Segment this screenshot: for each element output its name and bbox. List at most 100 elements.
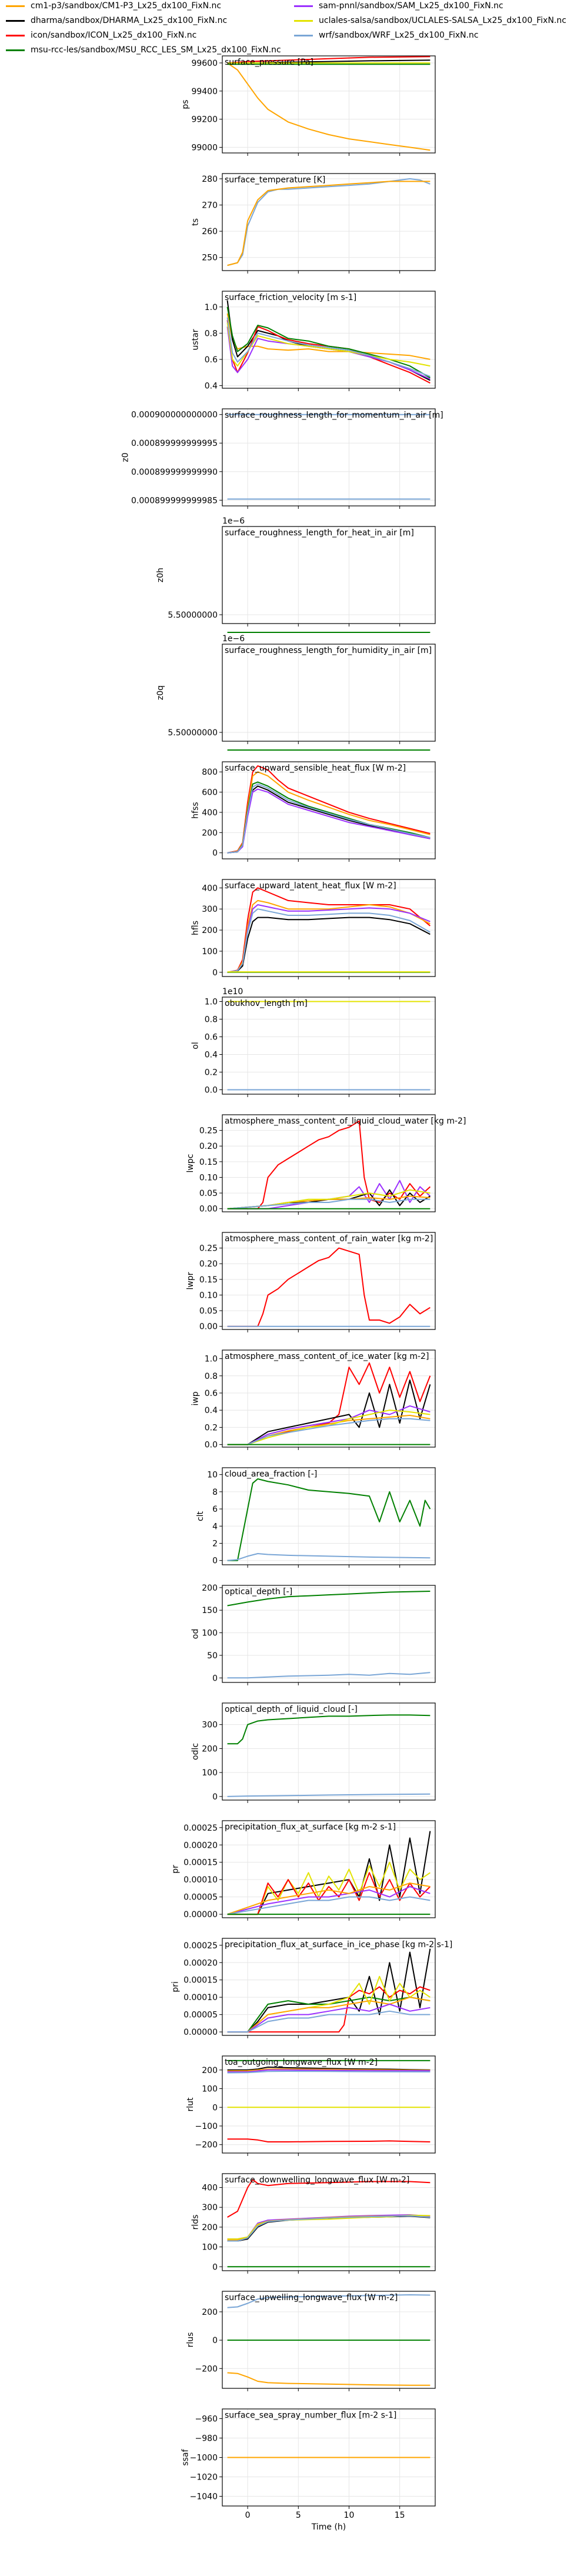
y-tick-label: 200 bbox=[202, 828, 218, 838]
legend-swatch bbox=[294, 34, 313, 36]
y-tick-label: 200 bbox=[202, 2308, 218, 2317]
y-tick-label: 0 bbox=[212, 849, 218, 858]
y-axis-label: z0h bbox=[156, 568, 165, 582]
y-axis-label: lwpr bbox=[186, 1272, 195, 1289]
axis-offset-label: 1e−6 bbox=[222, 516, 245, 526]
legend-swatch bbox=[6, 5, 25, 7]
chart-panel: 0.00000 0.00005 0.00010 0.00015 0.00020 0.000… bbox=[171, 1938, 452, 2038]
y-tick-label: 1.0 bbox=[205, 303, 218, 312]
y-tick-label: 0.8 bbox=[205, 1372, 218, 1381]
legend-swatch bbox=[294, 19, 313, 22]
series-line bbox=[227, 2004, 430, 2033]
y-tick-label: 5.50000000 bbox=[168, 611, 218, 620]
series-line bbox=[227, 2372, 430, 2386]
y-axis-label: ustar bbox=[191, 329, 201, 350]
y-tick-label: 0.00015 bbox=[183, 1976, 218, 1985]
series-line bbox=[227, 1418, 430, 1445]
panel-title: obukhov_length [m] bbox=[225, 999, 308, 1008]
plot-frame bbox=[222, 1938, 436, 2036]
chart-panel: 0 5 10 15 −1040 −1020 −1000 −980 −960 surface_sea… bbox=[181, 2408, 436, 2520]
y-tick-label: 0.05 bbox=[199, 1307, 218, 1316]
chart-panel: 99000 99200 99400 99600 surface_pressure [Pa… bbox=[181, 55, 436, 156]
plot-frame bbox=[222, 526, 436, 624]
y-axis-label: pri bbox=[171, 1981, 181, 1992]
x-tick-label: 5 bbox=[296, 2511, 301, 2520]
plot-frame bbox=[222, 1585, 436, 1683]
plot-frame bbox=[222, 1349, 436, 1448]
y-tick-label: 0.20 bbox=[199, 1142, 218, 1151]
y-tick-label: 0.0 bbox=[205, 1086, 218, 1095]
series-line bbox=[227, 2071, 430, 2074]
series-line bbox=[227, 181, 430, 266]
y-tick-label: 0.00020 bbox=[183, 1841, 218, 1850]
y-tick-label: 0.8 bbox=[205, 1015, 218, 1025]
legend-swatch bbox=[6, 34, 25, 36]
plot-frame bbox=[222, 1702, 436, 1801]
y-tick-label: 0.25 bbox=[199, 1127, 218, 1136]
y-axis-label: od bbox=[191, 1629, 201, 1639]
series-line bbox=[226, 319, 430, 384]
legend-label: wrf/sandbox/WRF_Lx25_dx100_FixN.nc bbox=[319, 31, 479, 40]
y-tick-label: 0.05 bbox=[199, 1189, 218, 1198]
series-line bbox=[227, 1379, 431, 1445]
y-axis-label: rlut bbox=[186, 2097, 195, 2112]
y-tick-label: −200 bbox=[195, 2141, 218, 2150]
series-line bbox=[227, 1882, 430, 1915]
y-tick-label: 0 bbox=[212, 968, 218, 978]
plot-frame bbox=[222, 291, 436, 389]
series-line bbox=[227, 1948, 431, 2033]
chart-panel: 0.00000 0.00005 0.00010 0.00015 0.00020 0.000… bbox=[171, 1820, 436, 1921]
y-tick-label: 0.4 bbox=[205, 1406, 218, 1415]
y-tick-label: 0.000899999999995 bbox=[131, 439, 218, 448]
y-tick-label: 0.000900000000000 bbox=[131, 411, 218, 420]
y-tick-label: 0.6 bbox=[205, 1033, 218, 1042]
series-line bbox=[227, 62, 430, 151]
y-axis-label: rlds bbox=[191, 2215, 201, 2230]
series-line bbox=[226, 317, 430, 377]
panel-title: surface_downwelling_longwave_flux [W m-2… bbox=[225, 2175, 409, 2185]
y-tick-label: 0.00 bbox=[199, 1205, 218, 1214]
y-tick-label: 0.00025 bbox=[183, 1941, 218, 1951]
panel-title: atmosphere_mass_content_of_ice_water [kg… bbox=[225, 1352, 429, 1361]
chart-panel: 0 50 100 150 200 optical_depth [-] od bbox=[191, 1584, 436, 1685]
panel-title: atmosphere_mass_content_of_liquid_cloud_… bbox=[225, 1117, 466, 1126]
chart-panel: 0 200 400 600 800 surface_upward_sensible_hea… bbox=[191, 761, 436, 862]
x-tick-label: 0 bbox=[245, 2511, 251, 2520]
y-tick-label: 280 bbox=[202, 175, 218, 184]
plot-frame bbox=[222, 2055, 436, 2154]
y-tick-label: 0 bbox=[212, 2103, 218, 2112]
y-tick-label: 0 bbox=[212, 1792, 218, 1802]
x-axis-label: Time (h) bbox=[311, 2522, 346, 2532]
plot-frame bbox=[222, 55, 436, 154]
y-tick-label: 270 bbox=[202, 201, 218, 211]
y-tick-label: 100 bbox=[202, 2085, 218, 2094]
chart-panel: −200 0 200 surface_upwelling_longwave_flux … bbox=[186, 2291, 436, 2391]
plot-frame bbox=[222, 408, 436, 506]
plot-frame bbox=[222, 997, 436, 1095]
y-tick-label: 0.00025 bbox=[183, 1824, 218, 1833]
y-tick-label: 200 bbox=[202, 1744, 218, 1754]
y-axis-label: ssaf bbox=[181, 2448, 191, 2465]
panel-title: surface_sea_spray_number_flux [m-2 s-1] bbox=[225, 2411, 396, 2420]
series-line bbox=[227, 1714, 430, 1745]
y-axis-label: hfss bbox=[191, 802, 201, 818]
y-tick-label: 10 bbox=[207, 1471, 218, 1480]
series-line bbox=[227, 2179, 430, 2218]
plot-frame bbox=[222, 1114, 436, 1212]
series-line bbox=[227, 1247, 430, 1327]
y-tick-label: 0.000899999999985 bbox=[131, 496, 218, 505]
y-tick-label: 0.20 bbox=[199, 1259, 218, 1269]
y-tick-label: 0.2 bbox=[205, 1423, 218, 1432]
panel-title: surface_pressure [Pa] bbox=[225, 58, 313, 67]
series-line bbox=[227, 1896, 430, 1915]
plot-frame bbox=[222, 2291, 436, 2389]
legend-label: icon/sandbox/ICON_Lx25_dx100_FixN.nc bbox=[31, 31, 197, 40]
y-tick-label: 0 bbox=[212, 1557, 218, 1566]
panel-title: surface_upwelling_longwave_flux [W m-2] bbox=[225, 2293, 398, 2302]
y-axis-label: z0 bbox=[121, 452, 131, 462]
y-tick-label: 0.00015 bbox=[183, 1858, 218, 1868]
plot-frame bbox=[222, 2173, 436, 2271]
y-tick-label: 0.15 bbox=[199, 1158, 218, 1167]
y-tick-label: −960 bbox=[195, 2415, 218, 2424]
legend-item: sam-pnnl/sandbox/SAM_Lx25_dx100_FixN.nc bbox=[294, 1, 503, 11]
